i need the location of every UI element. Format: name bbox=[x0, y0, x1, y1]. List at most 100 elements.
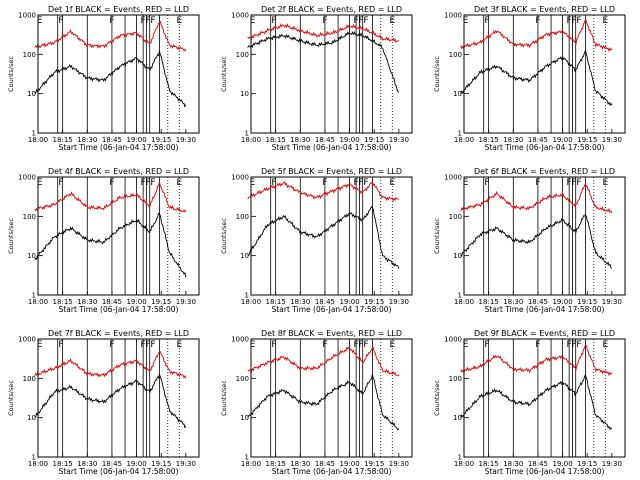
x-tick-label: 19:15 bbox=[151, 460, 171, 468]
x-tick-label: 18:45 bbox=[102, 460, 122, 468]
x-tick-label: 18:00 bbox=[454, 136, 474, 144]
flag-label: E bbox=[176, 178, 182, 188]
x-tick-label: 18:00 bbox=[241, 136, 261, 144]
y-tick-label: 100 bbox=[236, 213, 249, 221]
plot-frame bbox=[463, 14, 626, 134]
flag-label: E bbox=[463, 178, 469, 188]
y-axis-label: Counts/sec bbox=[220, 56, 228, 92]
x-tick-label: 19:00 bbox=[339, 136, 359, 144]
x-tick-label: 19:00 bbox=[126, 136, 146, 144]
flag-label: F bbox=[58, 16, 63, 26]
panel-title: Det 3f BLACK = Events, RED = LLD bbox=[474, 5, 615, 14]
flag-label: E bbox=[37, 340, 43, 350]
y-tick-label: 1000 bbox=[444, 336, 462, 344]
lld-series-line bbox=[247, 23, 399, 43]
flag-label: F bbox=[354, 16, 359, 26]
y-tick-label: 1000 bbox=[18, 12, 36, 20]
lld-series-line bbox=[460, 183, 613, 214]
flag-label: F bbox=[576, 340, 581, 350]
y-tick-label: 1 bbox=[458, 292, 462, 300]
y-tick-label: 10 bbox=[27, 252, 36, 260]
flag-label: F bbox=[109, 178, 114, 188]
panel-4: 1 10 100 1000 18:00 18:15 18:30 18:45 19:00 19:15… bbox=[7, 167, 200, 314]
plot-frame bbox=[37, 176, 200, 296]
y-tick-label: 10 bbox=[453, 90, 462, 98]
flag-label: F bbox=[484, 178, 489, 188]
x-tick-label: 19:00 bbox=[552, 136, 572, 144]
x-tick-label: 18:00 bbox=[454, 460, 474, 468]
panel-title: Det 5f BLACK = Events, RED = LLD bbox=[261, 167, 402, 176]
y-tick-label: 10 bbox=[27, 414, 36, 422]
flag-label: F bbox=[363, 178, 368, 188]
y-tick-label: 1000 bbox=[444, 12, 462, 20]
flag-label: F bbox=[363, 16, 368, 26]
x-tick-label: 19:15 bbox=[577, 136, 597, 144]
panel-2: 1 10 100 1000 18:00 18:15 18:30 18:45 19:00 19:15… bbox=[220, 5, 413, 152]
y-tick-label: 1000 bbox=[231, 336, 249, 344]
flag-label: F bbox=[109, 16, 114, 26]
x-tick-label: 18:45 bbox=[528, 298, 548, 306]
y-tick-label: 1 bbox=[245, 130, 249, 138]
y-axis-label: Counts/sec bbox=[7, 380, 15, 416]
flag-label: E bbox=[463, 16, 469, 26]
y-tick-label: 10 bbox=[27, 90, 36, 98]
flag-label: E bbox=[250, 178, 256, 188]
x-tick-label: 19:30 bbox=[389, 136, 409, 144]
flag-label: F bbox=[354, 340, 359, 350]
x-tick-label: 18:30 bbox=[290, 460, 310, 468]
flag-label: E bbox=[250, 340, 256, 350]
y-tick-label: 100 bbox=[236, 51, 249, 59]
flag-label: E bbox=[389, 16, 395, 26]
x-tick-label: 18:30 bbox=[503, 298, 523, 306]
x-tick-label: 18:00 bbox=[241, 460, 261, 468]
panel-7: 1 10 100 1000 18:00 18:15 18:30 18:45 19:00 19:15… bbox=[7, 329, 200, 476]
lld-series-line bbox=[34, 20, 187, 52]
flag-label: F bbox=[354, 178, 359, 188]
events-series-line bbox=[247, 374, 400, 431]
y-tick-label: 100 bbox=[449, 375, 462, 383]
y-axis-label: Counts/sec bbox=[433, 380, 441, 416]
y-tick-label: 1000 bbox=[231, 174, 249, 182]
x-tick-label: 18:15 bbox=[53, 460, 73, 468]
y-tick-label: 100 bbox=[449, 51, 462, 59]
flag-label: E bbox=[602, 178, 608, 188]
x-tick-label: 19:30 bbox=[389, 460, 409, 468]
flag-label: F bbox=[358, 16, 363, 26]
flag-label: E bbox=[250, 16, 256, 26]
x-axis-label: Start Time (06-Jan-04 17:58:00) bbox=[272, 467, 392, 476]
flag-label: F bbox=[322, 178, 327, 188]
x-tick-label: 19:00 bbox=[552, 298, 572, 306]
x-tick-label: 18:45 bbox=[315, 136, 335, 144]
x-axis-label: Start Time (06-Jan-04 17:58:00) bbox=[485, 305, 605, 314]
flag-label: F bbox=[576, 178, 581, 188]
panel-title: Det 6f BLACK = Events, RED = LLD bbox=[474, 167, 615, 176]
x-tick-label: 19:00 bbox=[126, 460, 146, 468]
x-tick-label: 18:30 bbox=[290, 298, 310, 306]
x-tick-label: 18:15 bbox=[266, 460, 286, 468]
flag-label: E bbox=[176, 340, 182, 350]
x-tick-label: 19:00 bbox=[339, 460, 359, 468]
flag-label: E bbox=[37, 178, 43, 188]
flag-label: F bbox=[571, 16, 576, 26]
x-tick-label: 19:15 bbox=[364, 298, 384, 306]
x-tick-label: 19:00 bbox=[339, 298, 359, 306]
x-tick-label: 18:15 bbox=[479, 460, 499, 468]
plot-frame bbox=[463, 338, 626, 458]
y-tick-label: 100 bbox=[23, 213, 36, 221]
flag-label: E bbox=[602, 340, 608, 350]
flag-label: E bbox=[37, 16, 43, 26]
x-tick-label: 19:00 bbox=[126, 298, 146, 306]
x-tick-label: 19:15 bbox=[364, 136, 384, 144]
x-tick-label: 18:30 bbox=[290, 136, 310, 144]
x-tick-label: 18:45 bbox=[102, 298, 122, 306]
y-tick-label: 1 bbox=[32, 130, 36, 138]
lld-series-line bbox=[460, 343, 613, 377]
y-tick-label: 1 bbox=[32, 292, 36, 300]
y-tick-label: 10 bbox=[453, 414, 462, 422]
events-series-line bbox=[34, 50, 187, 108]
flag-label: F bbox=[363, 340, 368, 350]
x-tick-label: 18:30 bbox=[503, 136, 523, 144]
y-tick-label: 1000 bbox=[18, 336, 36, 344]
flag-label: F bbox=[145, 340, 150, 350]
